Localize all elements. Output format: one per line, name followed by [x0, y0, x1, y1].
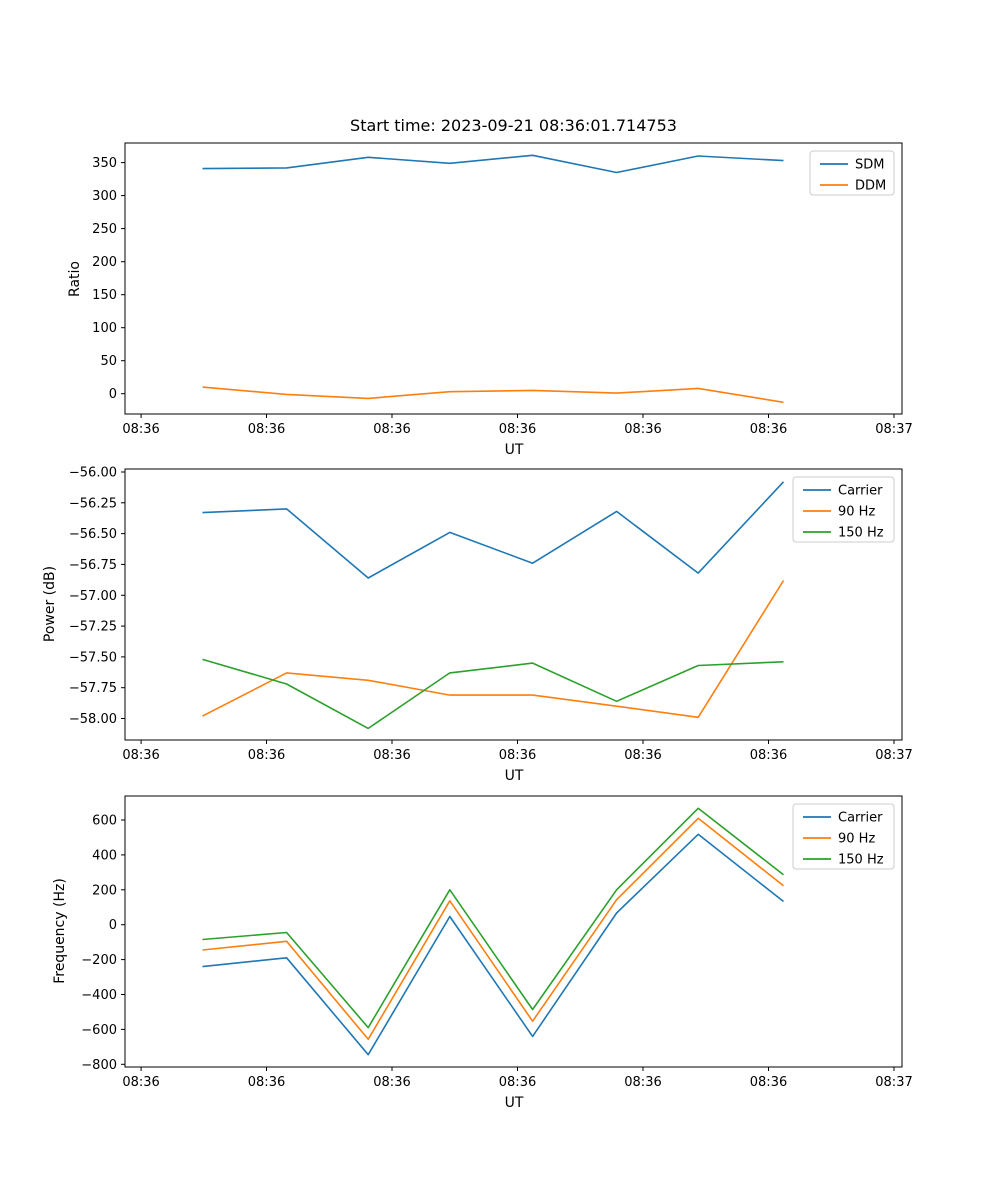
- x-tick-label: 08:36: [248, 748, 285, 763]
- axes-frame: [124, 142, 903, 415]
- x-tick-label: 08:36: [499, 748, 536, 763]
- y-tick-label: 350: [92, 156, 117, 171]
- y-tick-label: 200: [92, 883, 117, 898]
- legend-label-150-hz: 150 Hz: [838, 853, 884, 868]
- y-tick-label: 0: [109, 387, 117, 402]
- y-tick-label: −800: [81, 1058, 117, 1073]
- x-tick-label: 08:36: [248, 422, 285, 437]
- series-line-150-hz: [202, 658, 784, 730]
- x-tick-label: 08:36: [373, 422, 410, 437]
- series-line-carrier: [202, 833, 784, 1056]
- y-tick-label: 50: [100, 354, 117, 369]
- y-tick-label: −57.75: [69, 681, 117, 696]
- x-tick-label: 08:37: [875, 1075, 912, 1090]
- legend-label-150-hz: 150 Hz: [838, 526, 884, 541]
- y-tick-label: −600: [81, 1023, 117, 1038]
- x-tick-label: 08:36: [499, 422, 536, 437]
- y-tick-label: −57.00: [69, 589, 117, 604]
- x-tick-label: 08:36: [122, 748, 159, 763]
- y-tick-label: −400: [81, 988, 117, 1003]
- series-line-150-hz: [202, 807, 784, 1029]
- figure-title: Start time: 2023-09-21 08:36:01.714753: [350, 116, 677, 135]
- legend-box: [792, 803, 895, 870]
- x-tick-label: 08:36: [373, 748, 410, 763]
- axes-frame: [124, 468, 903, 741]
- y-tick-label: 0: [109, 918, 117, 933]
- axes-1: 08:36 08:36 08:36 08:36 08:36 08:36 08:37 −58.0…: [69, 466, 913, 764]
- y-tick-label: −56.75: [69, 558, 117, 573]
- y-tick-label: −200: [81, 953, 117, 968]
- x-tick-label: 08:36: [624, 748, 661, 763]
- series-line-ddm: [202, 386, 784, 404]
- y-tick-label: −56.25: [69, 496, 117, 511]
- x-axis-label-ut-middle: UT: [504, 768, 524, 784]
- x-tick-label: 08:36: [750, 422, 787, 437]
- axes-2: 08:36 08:36 08:36 08:36 08:36 08:36 08:37 −800 −…: [81, 795, 913, 1090]
- y-tick-label: 300: [92, 189, 117, 204]
- legend-box: [792, 476, 895, 543]
- x-tick-label: 08:37: [875, 748, 912, 763]
- legend-label-carrier: Carrier: [838, 484, 883, 499]
- series-line-90-hz: [202, 817, 784, 1041]
- x-tick-label: 08:36: [122, 1075, 159, 1090]
- x-tick-label: 08:36: [750, 1075, 787, 1090]
- series-line-90-hz: [202, 580, 785, 719]
- x-tick-label: 08:36: [248, 1075, 285, 1090]
- x-tick-label: 08:37: [875, 422, 912, 437]
- y-tick-label: −57.50: [69, 650, 117, 665]
- x-tick-label: 08:36: [624, 1075, 661, 1090]
- y-tick-label: 400: [92, 848, 117, 863]
- series-line-sdm: [202, 154, 784, 174]
- y-tick-label: −58.00: [69, 712, 117, 727]
- legend-label-90-hz: 90 Hz: [838, 832, 875, 847]
- x-axis-label-ut-bottom: UT: [504, 1095, 524, 1111]
- x-tick-label: 08:36: [499, 1075, 536, 1090]
- axes-0: 08:36 08:36 08:36 08:36 08:36 08:36 08:37 0 50 10…: [92, 142, 913, 437]
- legend-label-carrier: Carrier: [838, 811, 883, 826]
- y-tick-label: −57.25: [69, 620, 117, 635]
- x-tick-label: 08:36: [122, 422, 159, 437]
- y-tick-label: 200: [92, 255, 117, 270]
- legend-label-sdm: SDM: [855, 158, 884, 173]
- y-tick-label: 150: [92, 288, 117, 303]
- series-line-carrier: [202, 481, 785, 579]
- y-tick-label: 600: [92, 814, 117, 829]
- y-tick-label: 100: [92, 321, 117, 336]
- y-tick-label: −56.50: [69, 527, 117, 542]
- x-tick-label: 08:36: [373, 1075, 410, 1090]
- legend-box: [809, 150, 895, 196]
- legend-label-ddm: DDM: [855, 179, 886, 194]
- axes-frame: [124, 795, 903, 1068]
- legend-label-90-hz: 90 Hz: [838, 505, 875, 520]
- y-tick-label: 250: [92, 222, 117, 237]
- x-tick-label: 08:36: [750, 748, 787, 763]
- x-axis-label-ut-top: UT: [504, 442, 524, 458]
- x-tick-label: 08:36: [624, 422, 661, 437]
- y-tick-label: −56.00: [69, 466, 117, 481]
